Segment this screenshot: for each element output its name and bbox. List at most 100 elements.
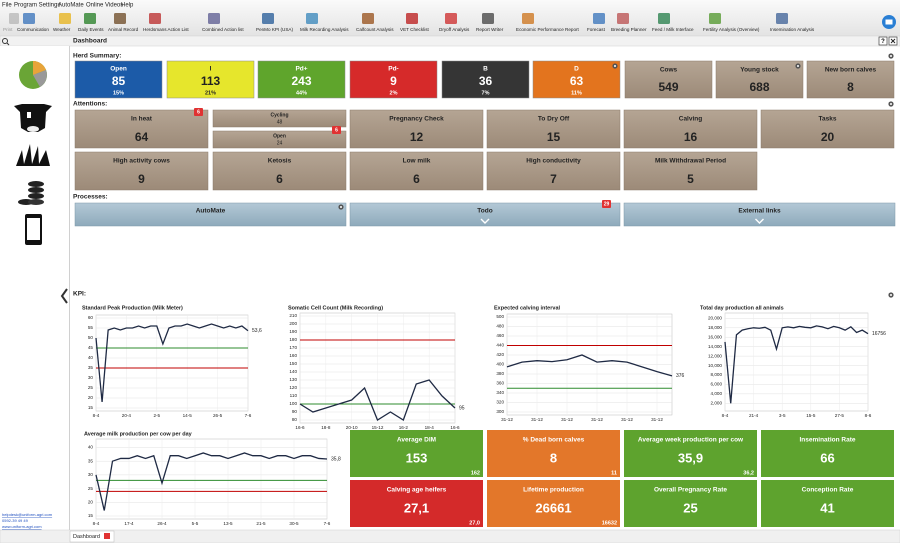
total-tile[interactable] [806,60,895,99]
attention-tile[interactable] [623,109,758,149]
kpi-value: 153 [406,450,428,465]
help-button[interactable] [878,36,888,46]
attention-tile[interactable] [349,109,484,149]
attention-tile[interactable] [212,151,347,191]
badge [194,108,203,116]
process-bar[interactable] [74,202,347,227]
attention-tile[interactable] [74,151,209,191]
toolbar-icon[interactable] [522,13,534,24]
toolbar-label: Daily Events [78,27,104,32]
split-tile[interactable] [212,130,347,149]
gear-hole [614,65,616,67]
x-tick-label: 17-4 [124,521,134,526]
x-tick-label: 18-4 [425,425,435,430]
toolbar-icon[interactable] [149,13,161,24]
kpi-tile[interactable] [624,430,757,477]
kpi-tile[interactable] [350,480,483,527]
toolbar-icon[interactable] [617,13,629,24]
kpi-tile[interactable] [350,430,483,477]
kpi-label: % Dead born calves [523,437,585,444]
tile-value: 688 [749,80,769,94]
kpi-label: Calving age heifers [387,487,447,494]
x-tick-label: 14-5 [183,413,193,418]
process-bar[interactable] [349,202,621,227]
tile-value: 5 [687,172,694,186]
toolbar-icon[interactable] [306,13,318,24]
contact-line: www.uniform-agri.com [2,524,42,529]
status-tile[interactable] [532,60,621,99]
expand-chevron[interactable] [480,218,490,224]
total-tile[interactable] [715,60,804,99]
toolbar-icon[interactable] [362,13,374,24]
cow-icon[interactable] [14,104,52,132]
toolbar-icon[interactable] [262,13,274,24]
x-tick-label: 8-4 [93,413,100,418]
attention-tile[interactable] [623,151,758,191]
tab[interactable] [69,530,115,543]
x-tick-label: 18-8 [321,425,331,430]
kpi-tile[interactable] [487,480,620,527]
toolbar-label: Fertility Analysis (Overview) [703,27,760,32]
expand-chevron[interactable] [755,218,764,224]
tab-close[interactable] [104,533,110,539]
toolbar-icon[interactable] [9,13,19,24]
tile-label: High activity cows [113,158,170,165]
toolbar-icon[interactable] [59,13,71,24]
tile-label: Young stock [740,67,779,74]
toolbar-icon[interactable] [776,13,788,24]
attention-tile[interactable] [486,109,621,149]
tile-value: 85 [112,74,126,88]
attention-tile[interactable] [486,151,621,191]
toolbar-label: Animal Record [108,27,139,32]
toolbar-icon[interactable] [482,13,494,24]
kpi-tile[interactable] [487,430,620,477]
tile-value: 16 [684,130,698,144]
toolbar-icon[interactable] [445,13,457,24]
toolbar-icon[interactable] [114,13,126,24]
status-tile[interactable] [349,60,438,99]
toolbar-icon[interactable] [593,13,605,24]
tile-label: New born calves [825,67,877,74]
y-tick-label: 500 [496,314,504,319]
kpi-tile[interactable] [624,480,757,527]
status-tile[interactable] [441,60,530,99]
sidebar-icons[interactable] [14,61,52,245]
total-tile[interactable] [624,60,713,99]
x-tick-label: 31-12 [501,417,513,422]
toolbar-icon[interactable] [208,13,220,24]
split-tile[interactable] [212,109,347,128]
x-tick-label: 21-5 [256,521,266,526]
toolbar-icon[interactable] [23,13,35,24]
kpi-tile[interactable] [761,430,894,477]
y-tick-label: 30 [88,472,94,477]
kpi-value: 41 [820,500,834,515]
data-line [724,325,869,404]
kpi-tile[interactable] [761,480,894,527]
y-tick-label: 190 [289,329,297,334]
tile-value: 7 [550,172,557,186]
tile-value: 6 [276,172,283,186]
x-tick-label: 8-6 [865,413,872,418]
y-tick-label: 18,000 [708,325,722,330]
search-icon[interactable] [2,38,8,44]
attention-tile[interactable] [349,151,484,191]
toolbar-icon[interactable] [84,13,96,24]
attention-tile[interactable] [760,109,895,149]
status-tile[interactable] [257,60,346,99]
attention-tile[interactable] [74,109,209,149]
kpi-sub: 16632 [602,520,617,526]
tile-label: Pd+ [295,66,307,73]
menu-item: File [2,3,12,9]
section-title: Processes: [73,194,108,201]
toolbar-icon[interactable] [709,13,721,24]
toolbar-icon[interactable] [406,13,418,24]
toolbar-icon[interactable] [658,13,670,24]
coins-icon[interactable] [18,181,44,205]
collapse-arrow[interactable] [60,288,68,304]
tile-value: 113 [201,74,221,88]
status-tile[interactable] [166,60,255,99]
process-bar[interactable] [623,202,896,227]
status-tile[interactable] [74,60,163,99]
kpi-sub: 11 [611,470,617,476]
grass-icon[interactable] [16,144,50,166]
